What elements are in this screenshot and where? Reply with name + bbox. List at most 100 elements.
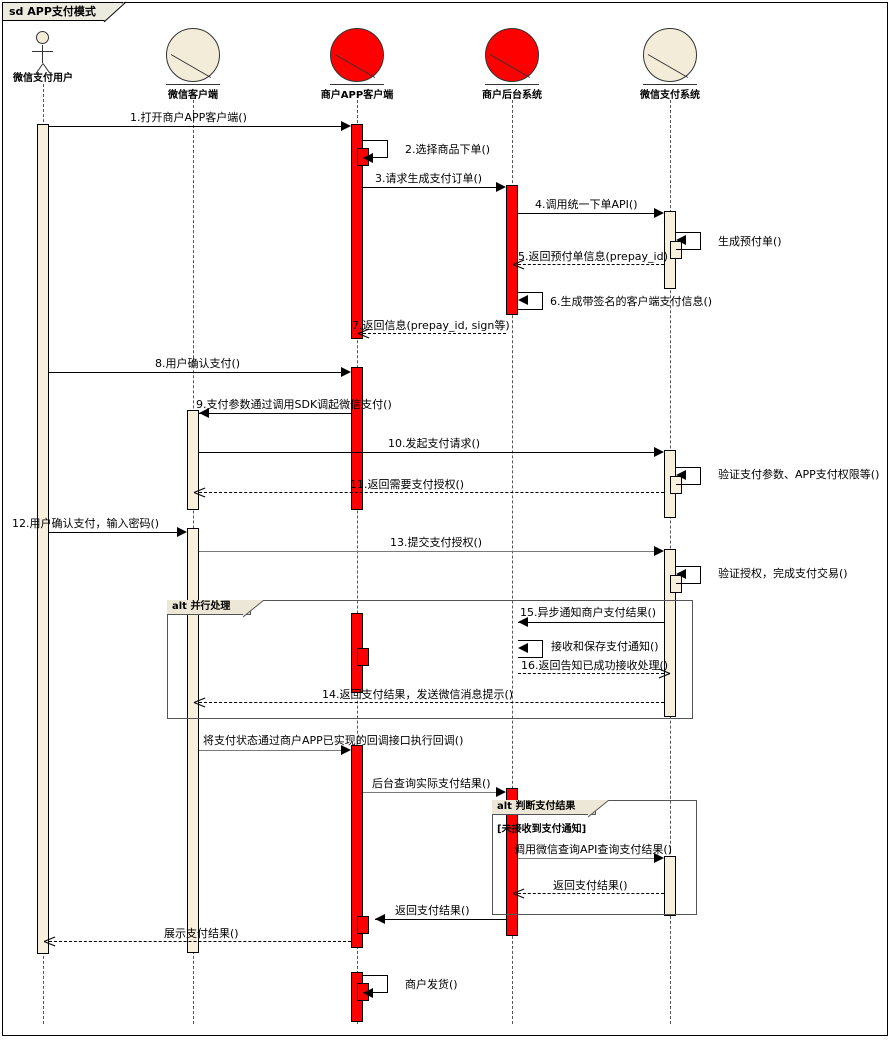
message-label-m8: 7.返回信息(prepay_id, sign等) (352, 319, 510, 332)
message-line-m3 (363, 187, 498, 188)
message-label-m12: 验证支付参数、APP支付权限等() (718, 468, 880, 481)
message-label-m11: 10.发起支付请求() (388, 437, 481, 450)
message-label-m13: 11.返回需要支付授权() (350, 478, 465, 491)
tab-corner-icon (103, 1, 127, 23)
message-label-m15: 13.提交支付授权() (390, 536, 483, 549)
message-label-m25: 返回支付结果() (395, 904, 470, 917)
message-line-m17 (518, 622, 664, 623)
message-arrow-m9 (341, 367, 351, 377)
message-self-m27 (363, 975, 388, 993)
activation-merchant-app-nest-2 (357, 648, 369, 666)
activation-merchant-backend-1 (506, 185, 518, 315)
fragment-label-0: alt 并行处理 (172, 601, 231, 612)
message-line-m13 (199, 492, 664, 493)
message-line-m15 (199, 551, 656, 552)
message-line-m21 (199, 750, 343, 751)
message-arrow-m27 (363, 988, 373, 998)
diagram-title-tab: sd APP支付模式 (2, 2, 123, 21)
message-label-m22: 后台查询实际支付结果() (372, 777, 491, 790)
message-label-m7: 6.生成带签名的客户端支付信息() (550, 295, 713, 308)
message-line-m19 (518, 673, 664, 674)
message-arrow-m22 (496, 787, 506, 797)
lifeline-line-2 (357, 100, 358, 1024)
message-arrow-m4 (654, 208, 664, 218)
message-arrow-m3 (496, 182, 506, 192)
message-label-m4: 4.调用统一下单API() (535, 198, 638, 211)
message-arrow-m21 (341, 745, 351, 755)
fragment-label-1: alt 判断支付结果 (497, 801, 576, 812)
message-label-m17: 15.异步通知商户支付结果() (520, 606, 657, 619)
message-label-m21: 将支付状态通过商户APP已实现的回调接口执行回调() (203, 734, 464, 747)
fragment-alt-parallel (167, 600, 693, 719)
message-label-m5: 生成预付单() (718, 235, 782, 248)
message-label-m1: 1.打开商户APP客户端() (130, 111, 247, 124)
message-label-m27: 商户发货() (405, 978, 458, 991)
message-self-m2 (363, 140, 388, 158)
message-arrow-m11 (654, 447, 664, 457)
message-line-m20 (199, 702, 664, 703)
activation-merchant-backend-2 (506, 788, 518, 936)
message-label-m9: 8.用户确认支付() (155, 357, 241, 370)
lifeline-label-4: 微信支付系统 (640, 90, 700, 101)
message-label-m23: 调用微信查询API查询支付结果() (514, 843, 672, 856)
fragment-tab-corner-icon-0 (243, 600, 265, 618)
message-arrow-m12 (676, 470, 686, 480)
lifeline-label-0: 微信支付用户 (13, 73, 73, 84)
message-line-m26 (49, 941, 351, 942)
message-self-m7 (518, 292, 543, 310)
activation-merchant-app-2 (351, 367, 363, 510)
message-arrow-m18 (518, 643, 528, 653)
message-line-m4 (518, 213, 656, 214)
message-label-m20: 14.返回支付结果，发送微信消息提示() (322, 688, 514, 701)
message-line-m23 (518, 858, 656, 859)
message-line-m10 (199, 413, 351, 414)
message-arrow-m20 (194, 697, 205, 708)
lifeline-label-1: 微信客户端 (168, 90, 218, 101)
message-arrow-m14 (177, 527, 187, 537)
activation-merchant-app-1 (351, 124, 363, 339)
message-label-m16: 验证授权，完成支付交易() (718, 567, 848, 580)
message-self-m18 (518, 640, 543, 658)
message-arrow-m2 (363, 153, 373, 163)
fragment-alt-parallel-tab: alt 并行处理 (167, 600, 252, 615)
lifeline-label-3: 商户后台系统 (482, 90, 542, 101)
activation-wechat-pay-4 (664, 856, 676, 916)
message-arrow-m5 (676, 235, 686, 245)
message-label-m6: 5.返回预付单信息(prepay_id) (518, 250, 668, 263)
activation-wechat-client-2 (187, 528, 199, 953)
message-line-m8 (363, 333, 506, 334)
activation-merchant-app-nest-3 (357, 916, 369, 934)
message-line-m1 (49, 126, 343, 127)
message-self-m16 (676, 566, 701, 584)
message-arrow-m10 (199, 408, 209, 418)
message-arrow-m15 (654, 546, 664, 556)
message-line-m25 (375, 919, 506, 920)
message-line-m22 (363, 792, 498, 793)
activation-merchant-app-4 (351, 745, 363, 948)
fragment-guard-1: [未接收到支付通知] (497, 824, 587, 835)
message-arrow-m26 (44, 936, 55, 947)
message-label-m2: 2.选择商品下单() (405, 143, 491, 156)
message-label-m19: 16.返回告知已成功接收处理() (521, 659, 669, 672)
message-arrow-m13 (194, 487, 205, 498)
lifeline-line-3 (512, 100, 513, 1024)
message-line-m11 (199, 452, 656, 453)
message-self-m5 (676, 232, 701, 250)
message-label-m14: 12.用户确认支付，输入密码() (12, 517, 160, 530)
message-label-m3: 3.请求生成支付订单() (375, 172, 483, 185)
message-line-m14 (49, 532, 179, 533)
message-arrow-m23 (654, 853, 664, 863)
message-arrow-m24 (513, 888, 524, 899)
message-arrow-m16 (676, 569, 686, 579)
message-arrow-m1 (341, 121, 351, 131)
message-label-m26: 展示支付结果() (164, 927, 239, 940)
fragment-tab-corner-icon-1 (588, 800, 610, 818)
fragment-alt-check-result-tab: alt 判断支付结果 (492, 800, 597, 815)
activation-actor (37, 124, 49, 954)
message-arrow-m17 (518, 617, 528, 627)
message-label-m10: 9.支付参数通过调用SDK调起微信支付() (196, 398, 392, 411)
message-label-m24: 返回支付结果() (553, 879, 628, 892)
message-line-m6 (518, 264, 664, 265)
